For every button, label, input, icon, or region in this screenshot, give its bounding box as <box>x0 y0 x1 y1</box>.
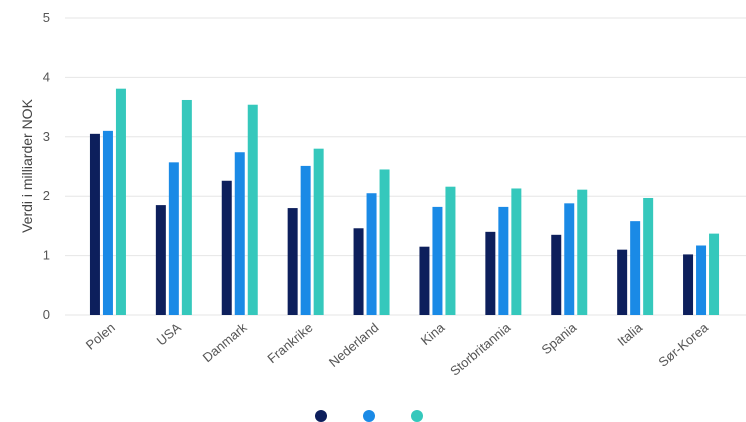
bar <box>379 169 390 315</box>
x-tick-label: Spania <box>539 319 580 357</box>
bar <box>155 205 166 315</box>
legend-marker <box>315 410 327 422</box>
x-tick-label: USA <box>154 320 184 349</box>
bar <box>102 130 113 315</box>
bar <box>313 148 324 315</box>
legend <box>0 410 746 422</box>
bar <box>300 165 311 315</box>
bar <box>247 104 258 315</box>
bar <box>511 188 522 315</box>
bar <box>445 186 456 315</box>
bar <box>485 231 496 315</box>
y-tick-label: 1 <box>43 248 50 263</box>
bar <box>551 234 562 315</box>
bar <box>353 228 364 315</box>
bars <box>89 88 720 315</box>
x-tick-label: Frankrike <box>264 320 315 366</box>
x-tick-label: Sør-Korea <box>655 319 711 370</box>
y-tick-label: 2 <box>43 188 50 203</box>
legend-item[interactable] <box>315 410 335 422</box>
bar <box>115 88 126 315</box>
x-tick-label: Danmark <box>200 319 250 365</box>
x-tick-label: Storbritannia <box>447 319 514 378</box>
bar <box>617 249 628 315</box>
legend-marker <box>363 410 375 422</box>
y-tick-label: 0 <box>43 307 50 322</box>
bar <box>181 99 192 315</box>
x-tick-label: Italia <box>614 319 645 349</box>
bar <box>234 152 245 315</box>
bar <box>498 206 509 315</box>
bar <box>419 246 430 315</box>
legend-marker <box>411 410 423 422</box>
bar <box>643 197 654 315</box>
legend-item[interactable] <box>363 410 383 422</box>
bar <box>221 180 232 315</box>
bar <box>709 233 720 315</box>
x-axis-ticks: Polen USA Danmark Frankrike Nederland Kina Sto… <box>83 319 712 378</box>
legend-item[interactable] <box>411 410 431 422</box>
x-tick-label: Polen <box>83 320 118 353</box>
bar <box>168 162 179 315</box>
bar <box>683 254 694 315</box>
bar <box>432 206 443 315</box>
bar <box>366 193 377 315</box>
y-tick-label: 3 <box>43 129 50 144</box>
y-tick-label: 4 <box>43 69 50 84</box>
y-axis-ticks: 0 1 2 3 4 5 <box>43 10 50 322</box>
y-tick-label: 5 <box>43 10 50 25</box>
bar <box>89 133 100 315</box>
bar <box>564 203 575 315</box>
bar <box>577 189 588 315</box>
bar <box>696 245 707 315</box>
x-tick-label: Kina <box>418 319 448 348</box>
bar <box>287 208 298 315</box>
bar <box>630 221 641 315</box>
x-tick-label: Nederland <box>326 320 382 370</box>
y-axis-label: Verdi i milliarder NOK <box>19 98 35 232</box>
